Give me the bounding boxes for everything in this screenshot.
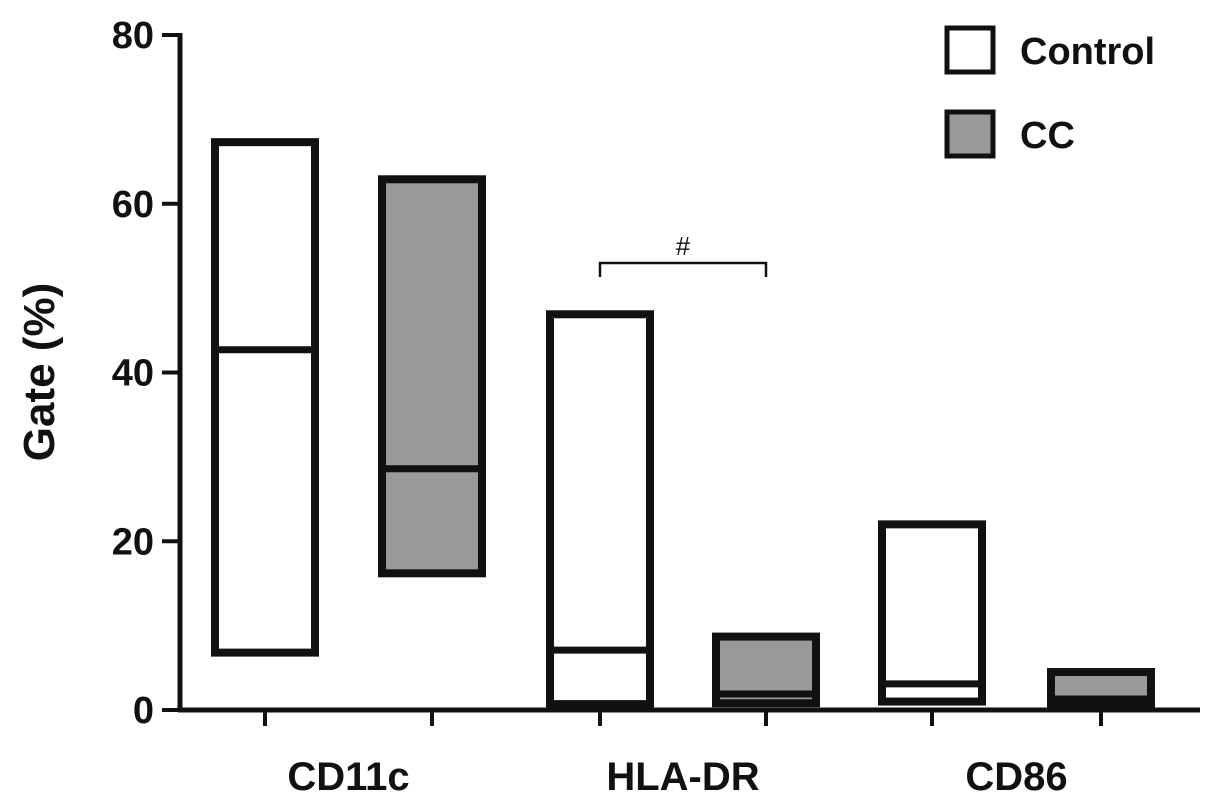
y-tick-label-60: 60 bbox=[112, 184, 154, 226]
x-category-label-HLA-DR: HLA-DR bbox=[606, 755, 759, 799]
box-Control-CD86 bbox=[878, 520, 986, 706]
box-CC-CD11c bbox=[378, 175, 486, 578]
legend-label-CC: CC bbox=[1020, 115, 1075, 157]
y-tick-label-80: 80 bbox=[112, 15, 154, 57]
plot-area: 0 20 40 60 80 CD11c HLA-DR CD86 # Control CC bbox=[112, 15, 1200, 799]
y-tick-label-0: 0 bbox=[133, 690, 154, 732]
significance-marker: # bbox=[676, 231, 691, 261]
legend-swatch-Control bbox=[944, 25, 996, 75]
y-axis-title: Gate (%) bbox=[15, 283, 64, 461]
box-Control-HLA-DR bbox=[546, 310, 654, 709]
y-tick-label-20: 20 bbox=[112, 521, 154, 563]
legend-swatch-CC bbox=[944, 109, 996, 159]
x-category-label-CD86: CD86 bbox=[965, 755, 1067, 799]
x-category-label-CD11c: CD11c bbox=[287, 755, 409, 799]
y-tick-label-40: 40 bbox=[112, 353, 154, 395]
box-Control-CD11c bbox=[211, 138, 319, 657]
legend-label-Control: Control bbox=[1020, 31, 1155, 73]
significance-bracket bbox=[598, 261, 768, 277]
